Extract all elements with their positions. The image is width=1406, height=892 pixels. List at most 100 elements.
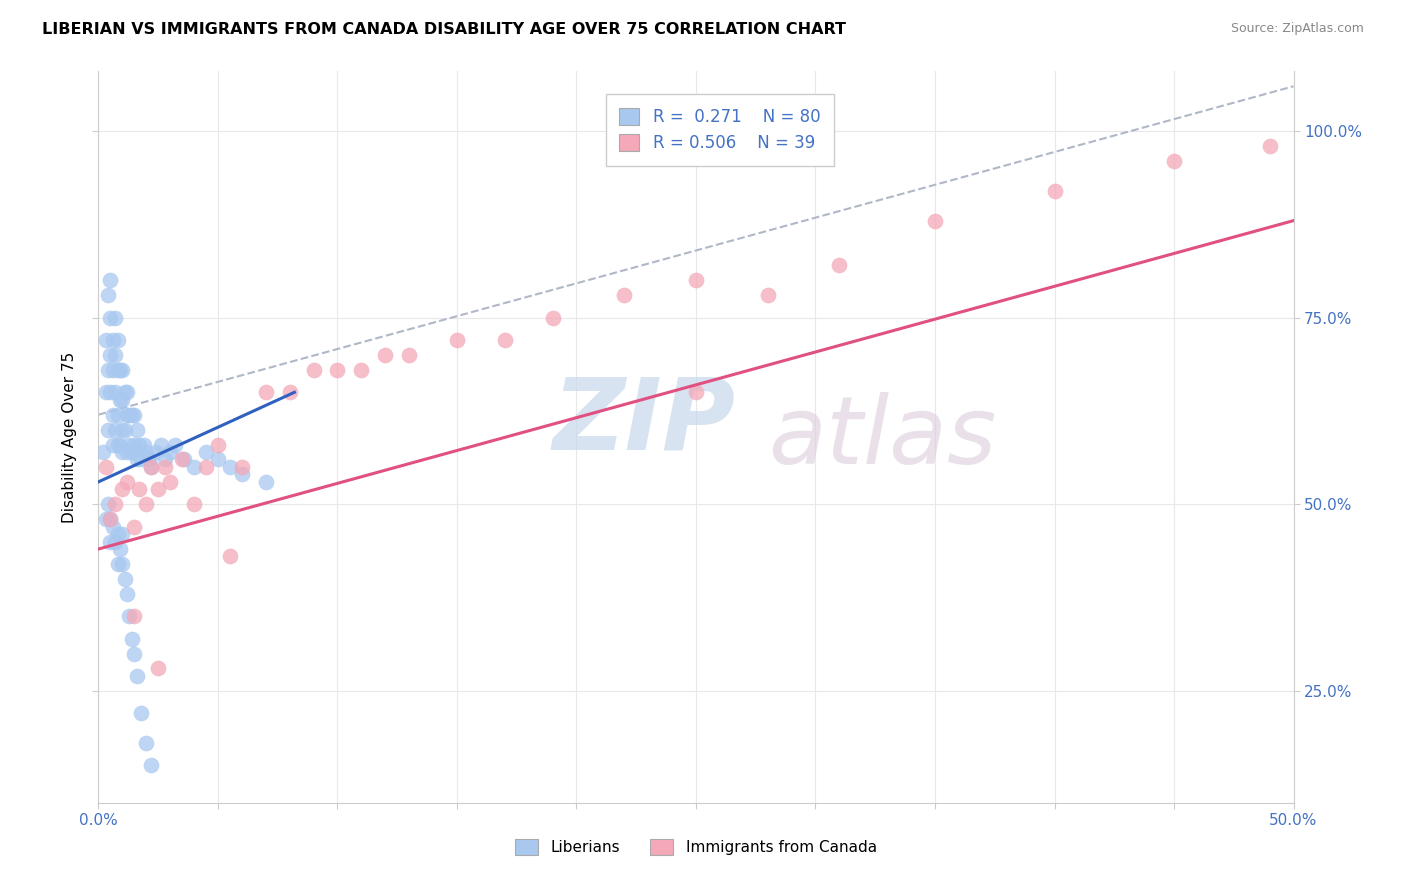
- Point: [145, 445, 167, 459]
- Point: [107, 333, 129, 347]
- Point: [98, 534, 122, 549]
- Point: [98, 385, 122, 400]
- Point: [115, 587, 138, 601]
- Point: [114, 385, 136, 400]
- Point: [132, 437, 155, 451]
- Point: [124, 437, 146, 451]
- Point: [104, 385, 127, 400]
- Text: ZIP: ZIP: [553, 374, 735, 471]
- Point: [128, 437, 150, 451]
- Point: [278, 385, 301, 400]
- Point: [374, 348, 396, 362]
- Point: [924, 213, 946, 227]
- Point: [685, 273, 707, 287]
- Point: [398, 348, 420, 362]
- Point: [101, 437, 124, 451]
- Point: [91, 445, 114, 459]
- Point: [107, 437, 129, 451]
- Point: [97, 497, 120, 511]
- Point: [302, 363, 325, 377]
- Point: [139, 459, 162, 474]
- Point: [207, 452, 229, 467]
- Point: [183, 497, 205, 511]
- Point: [108, 542, 131, 557]
- Point: [121, 632, 143, 646]
- Point: [107, 363, 129, 377]
- Point: [135, 736, 157, 750]
- Point: [128, 483, 150, 497]
- Point: [108, 437, 131, 451]
- Point: [108, 392, 131, 407]
- Point: [101, 363, 124, 377]
- Point: [104, 497, 127, 511]
- Point: [104, 310, 127, 325]
- Text: LIBERIAN VS IMMIGRANTS FROM CANADA DISABILITY AGE OVER 75 CORRELATION CHART: LIBERIAN VS IMMIGRANTS FROM CANADA DISAB…: [42, 22, 846, 37]
- Point: [94, 333, 117, 347]
- Point: [148, 661, 170, 675]
- Point: [219, 459, 242, 474]
- Point: [101, 519, 124, 533]
- Point: [446, 333, 468, 347]
- Point: [121, 408, 143, 422]
- Point: [172, 452, 194, 467]
- Point: [104, 534, 127, 549]
- Point: [254, 385, 277, 400]
- Point: [104, 423, 127, 437]
- Point: [107, 527, 129, 541]
- Point: [173, 452, 195, 467]
- Point: [828, 259, 851, 273]
- Point: [183, 459, 205, 474]
- Y-axis label: Disability Age Over 75: Disability Age Over 75: [62, 351, 77, 523]
- Point: [121, 445, 143, 459]
- Point: [118, 437, 141, 451]
- Text: Source: ZipAtlas.com: Source: ZipAtlas.com: [1230, 22, 1364, 36]
- Point: [159, 475, 181, 489]
- Point: [231, 467, 253, 482]
- Point: [98, 512, 122, 526]
- Point: [254, 475, 277, 489]
- Point: [139, 459, 162, 474]
- Point: [108, 363, 131, 377]
- Point: [155, 452, 177, 467]
- Point: [98, 273, 122, 287]
- Point: [195, 445, 218, 459]
- Point: [613, 288, 636, 302]
- Point: [98, 512, 122, 526]
- Point: [219, 549, 242, 564]
- Point: [131, 452, 153, 467]
- Point: [111, 527, 134, 541]
- Point: [118, 609, 141, 624]
- Point: [685, 385, 707, 400]
- Point: [163, 437, 186, 451]
- Point: [111, 363, 134, 377]
- Point: [125, 669, 148, 683]
- Point: [125, 423, 148, 437]
- Point: [350, 363, 373, 377]
- Point: [97, 423, 120, 437]
- Point: [195, 459, 218, 474]
- Point: [115, 475, 138, 489]
- Point: [124, 408, 146, 422]
- Point: [107, 408, 129, 422]
- Point: [541, 310, 564, 325]
- Point: [207, 437, 229, 451]
- Point: [115, 445, 138, 459]
- Point: [94, 459, 117, 474]
- Point: [1043, 184, 1066, 198]
- Point: [125, 452, 148, 467]
- Point: [94, 385, 117, 400]
- Point: [155, 459, 177, 474]
- Point: [111, 483, 134, 497]
- Point: [124, 519, 146, 533]
- Point: [159, 445, 181, 459]
- Point: [494, 333, 516, 347]
- Point: [111, 392, 134, 407]
- Point: [148, 483, 170, 497]
- Point: [107, 557, 129, 571]
- Point: [98, 348, 122, 362]
- Point: [124, 647, 146, 661]
- Point: [131, 706, 153, 721]
- Point: [1258, 139, 1281, 153]
- Point: [135, 445, 157, 459]
- Point: [98, 310, 122, 325]
